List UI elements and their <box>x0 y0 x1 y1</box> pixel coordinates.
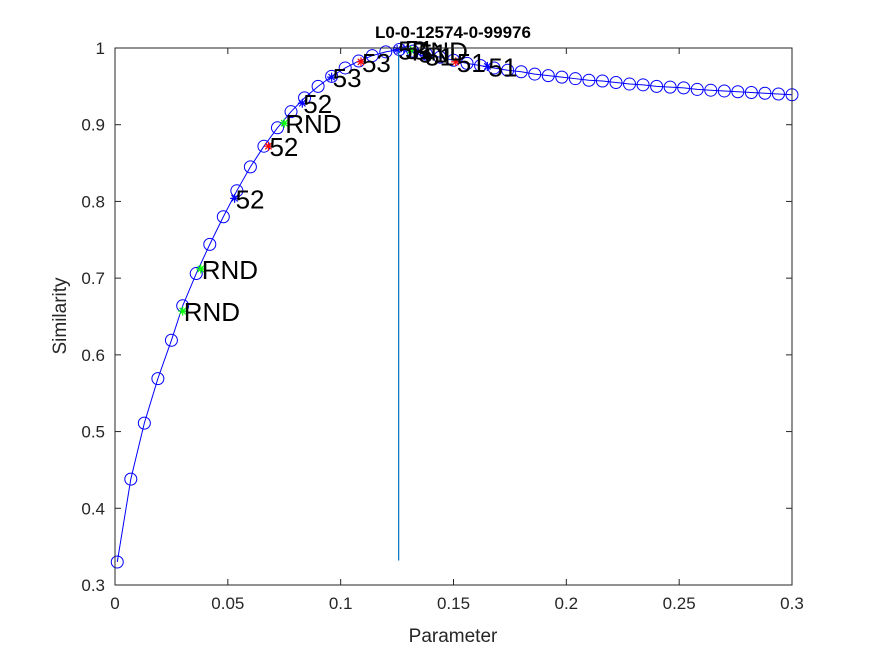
curve-point <box>744 85 758 99</box>
curve-point <box>298 91 312 105</box>
curve-point <box>311 79 325 93</box>
curve-point <box>338 61 352 75</box>
curve-point <box>595 74 609 88</box>
marker-label: 51 <box>457 48 486 78</box>
y-tick-label: 0.5 <box>81 423 105 442</box>
green-star-marker <box>196 264 206 274</box>
curve-point <box>731 85 745 99</box>
y-tick-label: 0.7 <box>81 269 105 288</box>
marker-label: 52 <box>303 89 332 119</box>
blue-star-marker <box>412 48 422 58</box>
curve-point <box>514 65 528 79</box>
blue-star-marker <box>297 98 307 108</box>
x-axis-label: Parameter <box>409 626 498 647</box>
x-tick-label: 0.2 <box>555 594 579 613</box>
curve-point <box>677 81 691 95</box>
curve-point <box>216 210 230 224</box>
green-star-marker <box>178 306 188 316</box>
marker-label: 52 <box>269 132 298 162</box>
curve-point <box>690 82 704 96</box>
curve-point <box>124 472 138 486</box>
curve-point <box>771 87 785 101</box>
curve-point <box>704 83 718 97</box>
marker-label: 51 <box>418 39 447 69</box>
curve-point <box>110 555 124 569</box>
chart-title: L0-0-12574-0-99976 <box>375 23 531 42</box>
curve-point <box>501 63 515 77</box>
red-star-marker <box>451 57 461 67</box>
marker-label: 53 <box>333 63 362 93</box>
curve-point <box>636 78 650 92</box>
curve-point <box>663 80 677 94</box>
x-tick-label: 0.15 <box>437 594 470 613</box>
curve-point <box>650 79 664 93</box>
x-axis-ticks: 0 0.05 0.1 0.15 0.2 0.25 0.3 <box>110 48 804 613</box>
marker-label: 53 <box>362 48 391 78</box>
y-tick-label: 0.4 <box>81 499 105 518</box>
curve-point <box>433 50 447 64</box>
blue-star-marker <box>419 51 429 61</box>
marker-label: 51 <box>488 52 517 82</box>
marker-label: RND <box>285 109 341 139</box>
curve-point <box>365 49 379 63</box>
y-axis-ticks: 0.3 0.4 0.5 0.6 0.7 0.8 0.9 1 <box>81 39 792 595</box>
green-star-marker <box>279 118 289 128</box>
curve-point <box>203 237 217 251</box>
red-star-marker <box>356 57 366 67</box>
x-tick-label: 0 <box>110 594 119 613</box>
marker-label: RND <box>412 36 468 66</box>
x-tick-label: 0.1 <box>329 594 353 613</box>
curve-point <box>270 121 284 135</box>
curve-point <box>243 160 257 174</box>
curve-point <box>758 86 772 100</box>
curve-point <box>189 267 203 281</box>
curve-point <box>717 84 731 98</box>
curve-point <box>379 45 393 59</box>
marker-label: RND <box>184 297 240 327</box>
blue-star-marker <box>399 44 409 54</box>
blue-star-marker <box>230 193 240 203</box>
y-tick-label: 0.3 <box>81 576 105 595</box>
plot-area <box>115 48 792 585</box>
curve-point <box>151 372 165 386</box>
marker-label: 51 <box>425 42 454 72</box>
y-tick-label: 0.9 <box>81 116 105 135</box>
curve-point <box>582 73 596 87</box>
curve-point <box>623 77 637 91</box>
blue-star-marker <box>392 45 402 55</box>
curve-point <box>325 69 339 83</box>
x-tick-label: 0.05 <box>211 594 244 613</box>
blue-star-marker <box>482 61 492 71</box>
curve-point <box>447 53 460 67</box>
curve-point <box>568 72 582 86</box>
curve-point <box>137 416 151 430</box>
curve-point <box>555 70 569 84</box>
marker-label: RND <box>202 255 258 285</box>
marker-layer <box>178 44 492 316</box>
curve-point <box>460 56 474 70</box>
marker-label: 53 <box>398 36 427 66</box>
curve-point <box>541 69 555 83</box>
marker-label: 51 <box>405 35 434 65</box>
x-tick-label: 0.25 <box>663 594 696 613</box>
blue-star-marker <box>327 72 337 82</box>
x-tick-label: 0.3 <box>780 594 804 613</box>
y-tick-label: 0.8 <box>81 192 105 211</box>
curve-point <box>609 76 623 90</box>
curve-point <box>164 333 178 347</box>
curve-point <box>528 67 542 81</box>
red-star-marker <box>263 141 273 151</box>
curve-point <box>352 54 366 68</box>
marker-label: 52 <box>236 184 265 214</box>
y-tick-label: 0.6 <box>81 346 105 365</box>
curve-point <box>284 105 298 119</box>
y-tick-label: 1 <box>96 39 105 58</box>
y-axis-label: Similarity <box>50 277 71 355</box>
